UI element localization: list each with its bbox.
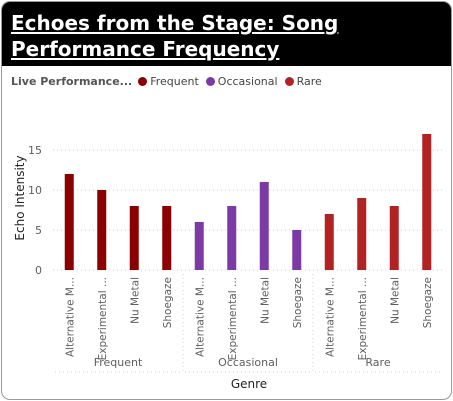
bar-occasional-2[interactable] (227, 206, 237, 270)
legend-marker-frequent (138, 76, 148, 86)
legend: Live Performance... Frequent Occasional … (11, 73, 329, 89)
x-category-label: Alternative M... (64, 277, 76, 357)
x-category-label: Alternative M... (324, 277, 336, 357)
y-tick-label: 10 (28, 184, 42, 197)
bar-frequent-1[interactable] (64, 174, 74, 270)
bar-rare-1[interactable] (324, 214, 334, 270)
legend-item-rare[interactable]: Rare (284, 74, 322, 88)
x-category-label: Nu Metal (129, 277, 141, 324)
bar-frequent-4[interactable] (162, 206, 172, 270)
legend-item-occasional[interactable]: Occasional (205, 74, 278, 88)
y-tick-label: 5 (35, 224, 42, 237)
x-category-label: Shoegaze (422, 277, 434, 328)
legend-label-frequent: Frequent (150, 74, 199, 88)
x-axis-category-labels: Alternative M... Experimental ... Nu Metal… (64, 277, 434, 360)
legend-label-rare: Rare (296, 74, 322, 88)
bar-frequent-3[interactable] (129, 206, 139, 270)
x-group-label-frequent: Frequent (94, 356, 143, 369)
y-tick-label: 0 (35, 264, 42, 277)
x-category-label: Experimental ... (97, 277, 109, 360)
legend-item-frequent[interactable]: Frequent (138, 75, 199, 88)
bars (64, 134, 432, 270)
x-category-label: Nu Metal (259, 277, 271, 324)
bar-occasional-4[interactable] (292, 230, 302, 270)
bar-rare-4[interactable] (422, 134, 432, 270)
chart-title: Echoes from the Stage: Song Performance … (11, 11, 339, 61)
x-group-label-occasional: Occasional (218, 356, 278, 369)
title-bar: Echoes from the Stage: Song Performance … (2, 2, 451, 66)
bar-occasional-1[interactable] (194, 222, 204, 270)
y-axis-ticks: 0 5 10 15 (28, 144, 42, 277)
gridlines (53, 149, 443, 271)
legend-label-occasional: Occasional (217, 74, 278, 88)
x-group-label-rare: Rare (365, 356, 390, 369)
x-category-label: Experimental ... (227, 277, 239, 360)
bar-occasional-3[interactable] (259, 182, 269, 270)
y-axis-title: Echo Intensity (13, 155, 27, 240)
y-tick-label: 15 (28, 144, 42, 157)
x-category-label: Alternative M... (194, 277, 206, 357)
bar-rare-3[interactable] (389, 206, 399, 270)
x-axis-title: Genre (231, 377, 267, 391)
legend-marker-rare (284, 76, 294, 86)
x-category-label: Nu Metal (389, 277, 401, 324)
bar-rare-2[interactable] (357, 198, 367, 270)
legend-title: Live Performance... (11, 74, 133, 88)
x-category-label: Shoegaze (292, 277, 304, 328)
bar-frequent-2[interactable] (97, 190, 107, 270)
x-category-label: Experimental ... (357, 277, 369, 360)
x-category-label: Shoegaze (162, 277, 174, 328)
legend-marker-occasional (205, 76, 215, 86)
x-axis-group-labels: Frequent Occasional Rare (55, 274, 441, 373)
